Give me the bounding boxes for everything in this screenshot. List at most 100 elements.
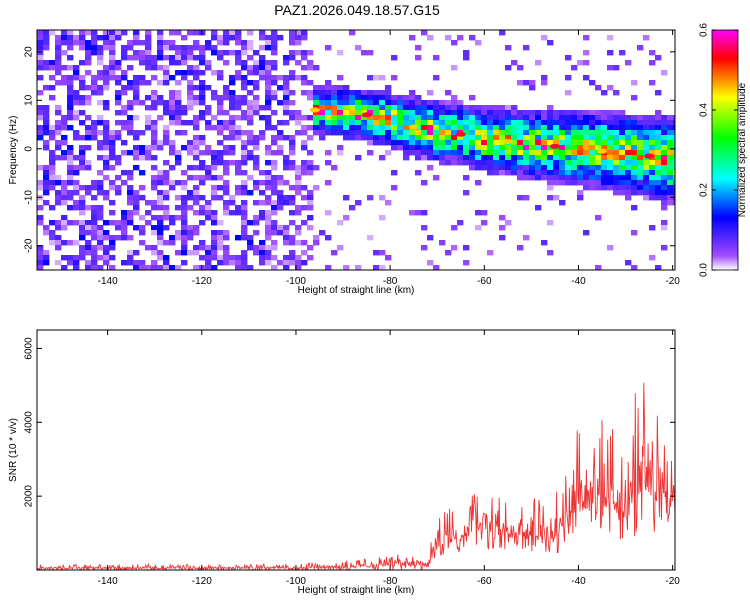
heatmap-cell: [655, 190, 662, 196]
heatmap-cell: [673, 155, 675, 161]
heatmap-cell: [175, 60, 182, 66]
heatmap-cell: [199, 205, 206, 211]
heatmap-cell: [493, 170, 500, 176]
heatmap-cell: [619, 190, 626, 196]
heatmap-cell: [589, 155, 596, 161]
heatmap-cell: [163, 195, 170, 201]
heatmap-cell: [157, 55, 164, 61]
heatmap-cell: [241, 145, 248, 151]
heatmap-cell: [391, 185, 398, 191]
heatmap-cell: [385, 110, 392, 116]
heatmap-cell: [37, 40, 44, 46]
heatmap-cell: [625, 135, 632, 141]
heatmap-cell: [607, 125, 614, 131]
heatmap-cell: [55, 50, 62, 56]
heatmap-cell: [67, 220, 74, 226]
heatmap-cell: [211, 30, 218, 36]
heatmap-cell: [535, 120, 542, 126]
heatmap-cell: [73, 255, 80, 261]
heatmap-cell: [55, 40, 62, 46]
heatmap-cell: [565, 55, 572, 61]
heatmap-cell: [535, 60, 542, 66]
heatmap-cell: [439, 135, 446, 141]
heatmap-cell: [199, 100, 206, 106]
heatmap-cell: [427, 155, 434, 161]
heatmap-cell: [289, 100, 296, 106]
heatmap-cell: [175, 235, 182, 241]
heatmap-cell: [61, 265, 68, 270]
heatmap-cell: [403, 155, 410, 161]
heatmap-cell: [643, 165, 650, 171]
heatmap-cell: [577, 135, 584, 141]
heatmap-cell: [151, 130, 158, 136]
heatmap-cell: [187, 105, 194, 111]
heatmap-cell: [283, 225, 290, 231]
heatmap-cell: [217, 70, 224, 76]
heatmap-cell: [343, 85, 350, 91]
heatmap-cell: [499, 170, 506, 176]
heatmap-cell: [235, 265, 242, 270]
heatmap-cell: [79, 30, 86, 36]
heatmap-cell: [349, 105, 356, 111]
heatmap-cell: [673, 125, 675, 131]
heatmap-cell: [139, 230, 146, 236]
heatmap-cell: [379, 100, 386, 106]
heatmap-cell: [481, 135, 488, 141]
heatmap-cell: [553, 135, 560, 141]
heatmap-cell: [127, 80, 134, 86]
heatmap-cell: [151, 105, 158, 111]
heatmap-cell: [535, 205, 542, 211]
heatmap-cell: [625, 115, 632, 121]
heatmap-cell: [37, 185, 44, 191]
heatmap-cell: [403, 125, 410, 131]
heatmap-cell: [97, 255, 104, 261]
heatmap-cell: [121, 150, 128, 156]
heatmap-cell: [337, 75, 344, 81]
heatmap-cell: [175, 95, 182, 101]
heatmap-cell: [157, 195, 164, 201]
heatmap-cell: [187, 55, 194, 61]
heatmap-cell: [301, 145, 308, 151]
heatmap-cell: [181, 220, 188, 226]
heatmap-cell: [175, 110, 182, 116]
heatmap-cell: [301, 65, 308, 71]
heatmap-cell: [367, 150, 374, 156]
heatmap-cell: [535, 170, 542, 176]
heatmap-cell: [625, 125, 632, 131]
heatmap-cell: [169, 235, 176, 241]
heatmap-cell: [589, 125, 596, 131]
heatmap-cell: [355, 265, 362, 270]
heatmap-cell: [271, 125, 278, 131]
heatmap-cell: [631, 165, 638, 171]
heatmap-cell: [265, 60, 272, 66]
heatmap-cell: [529, 115, 536, 121]
heatmap-cell: [229, 260, 236, 266]
heatmap-cell: [127, 215, 134, 221]
heatmap-cell: [169, 165, 176, 171]
heatmap-cell: [595, 185, 602, 191]
heatmap-cell: [415, 100, 422, 106]
heatmap-cell: [547, 150, 554, 156]
heatmap-cell: [223, 185, 230, 191]
heatmap-cell: [517, 110, 524, 116]
heatmap-cell: [295, 40, 302, 46]
heatmap-cell: [487, 150, 494, 156]
heatmap-cell: [463, 155, 470, 161]
heatmap-cell: [193, 230, 200, 236]
heatmap-cell: [229, 90, 236, 96]
heatmap-cell: [175, 160, 182, 166]
heatmap-cell: [613, 90, 620, 96]
heatmap-cell: [379, 115, 386, 121]
heatmap-cell: [289, 210, 296, 216]
heatmap-cell: [403, 95, 410, 101]
heatmap-cell: [607, 180, 614, 186]
heatmap-cell: [121, 55, 128, 61]
heatmap-cell: [457, 135, 464, 141]
heatmap-cell: [61, 50, 68, 56]
heatmap-cell: [445, 160, 452, 166]
heatmap-cell: [289, 30, 296, 36]
heatmap-cell: [325, 85, 332, 91]
heatmap-cell: [259, 115, 266, 121]
heatmap-cell: [241, 65, 248, 71]
heatmap-cell: [295, 255, 302, 261]
